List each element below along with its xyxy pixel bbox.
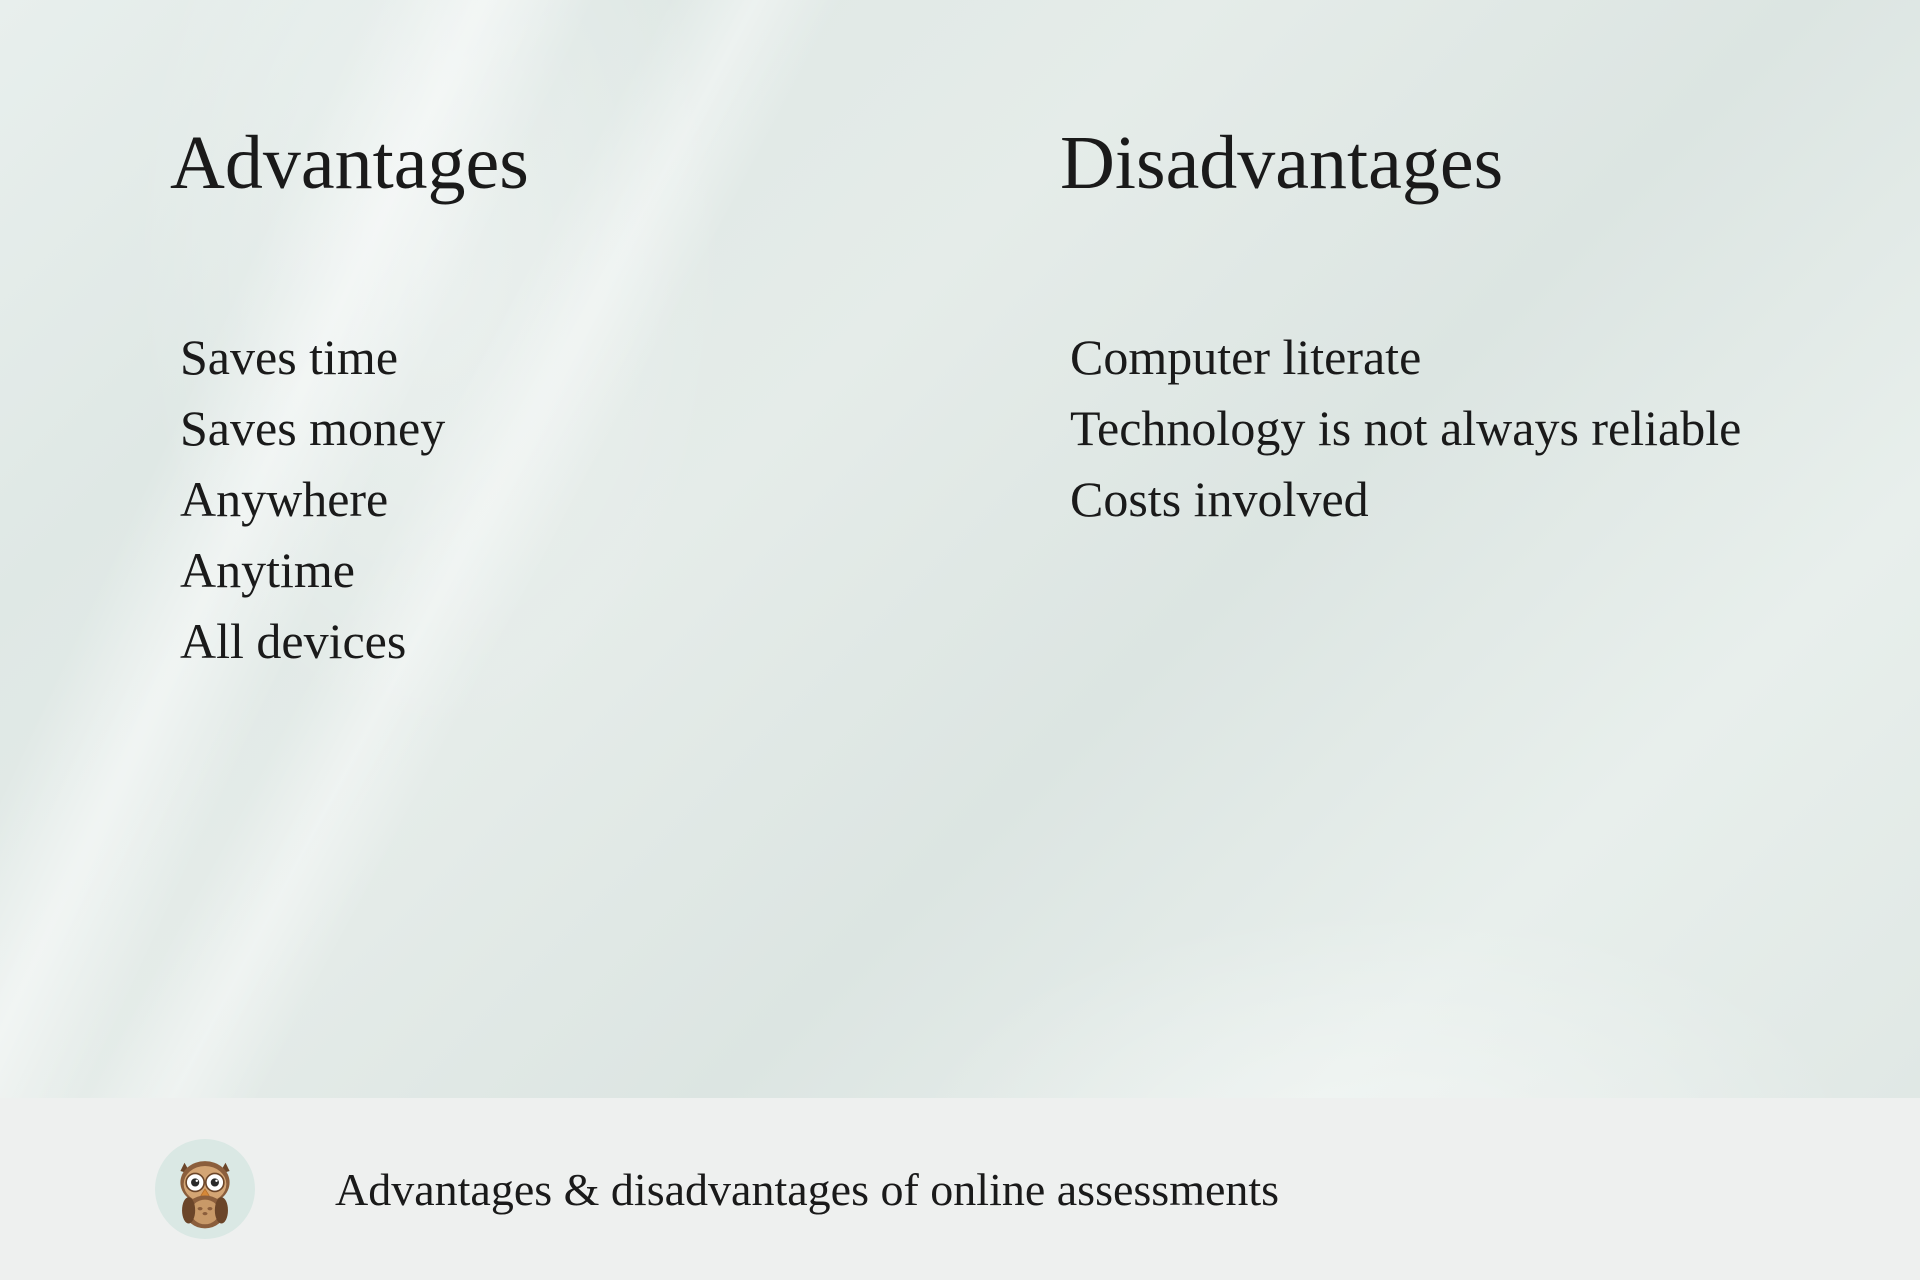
owl-svg [164, 1148, 246, 1230]
disadvantages-title: Disadvantages [1060, 120, 1750, 207]
list-item: Anytime [180, 535, 860, 606]
list-item: Computer literate [1070, 322, 1750, 393]
advantages-column: Advantages Saves time Saves money Anywhe… [170, 120, 860, 1038]
list-item: Saves time [180, 322, 860, 393]
owl-icon [155, 1139, 255, 1239]
disadvantages-column: Disadvantages Computer literate Technolo… [1060, 120, 1750, 1038]
list-item: Technology is not always reliable [1070, 393, 1750, 464]
slide: Advantages Saves time Saves money Anywhe… [0, 0, 1920, 1280]
main-content: Advantages Saves time Saves money Anywhe… [0, 0, 1920, 1098]
advantages-title: Advantages [170, 120, 860, 207]
list-item: Saves money [180, 393, 860, 464]
footer: Advantages & disadvantages of online ass… [0, 1098, 1920, 1280]
list-item: Anywhere [180, 464, 860, 535]
advantages-list: Saves time Saves money Anywhere Anytime … [170, 322, 860, 677]
list-item: Costs involved [1070, 464, 1750, 535]
footer-text: Advantages & disadvantages of online ass… [335, 1163, 1279, 1216]
list-item: All devices [180, 606, 860, 677]
disadvantages-list: Computer literate Technology is not alwa… [1060, 322, 1750, 535]
